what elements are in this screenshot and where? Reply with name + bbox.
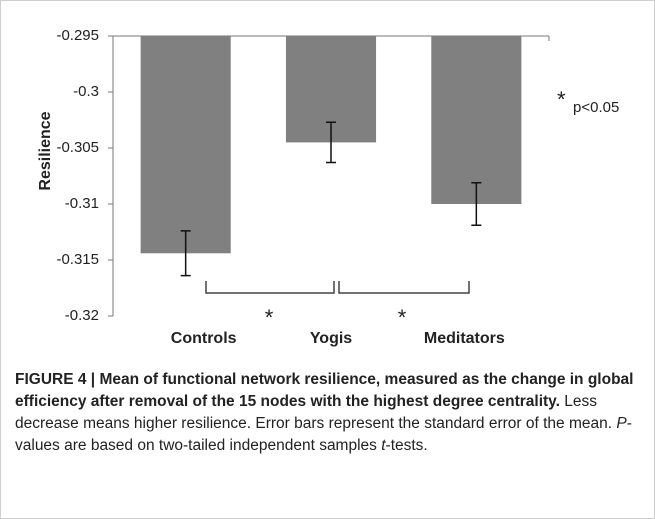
- bar: [140, 36, 231, 254]
- error-bar: [180, 230, 191, 277]
- bar: [431, 36, 522, 204]
- caption-title: Mean of functional network resilience, m…: [15, 371, 634, 410]
- y-tick-label: -0.31: [65, 195, 99, 212]
- significance-marker: *: [398, 305, 407, 330]
- legend-text: p<0.05: [573, 99, 619, 116]
- y-tick-label: -0.305: [56, 139, 99, 156]
- chart: Resilience * p<0.05 * * -0.295 -0.3 -0.305…: [37, 27, 619, 347]
- y-tick-label: -0.295: [56, 27, 99, 44]
- error-bar: [471, 181, 482, 227]
- x-tick-label: Yogis: [310, 330, 352, 347]
- x-tick-label: Controls: [171, 330, 237, 347]
- significance-bracket: [205, 281, 470, 294]
- caption-text: Less decrease means higher resilience. E…: [15, 393, 613, 432]
- y-axis-title: Resilience: [37, 111, 54, 190]
- y-tick-label: -0.3: [73, 83, 99, 100]
- significance-marker: *: [265, 305, 274, 330]
- y-tick-label: -0.315: [56, 251, 99, 268]
- caption-label: FIGURE 4 |: [15, 371, 96, 388]
- caption: FIGURE 4 | Mean of functional network re…: [15, 369, 640, 457]
- caption-text: -tests.: [385, 437, 428, 454]
- caption-text: P: [616, 415, 627, 432]
- x-tick-label: Meditators: [424, 330, 505, 347]
- legend-symbol: *: [557, 87, 566, 112]
- error-bar: [326, 121, 336, 164]
- y-tick-label: -0.32: [65, 307, 99, 324]
- caption-text: -values are based on two-tailed independ…: [15, 415, 632, 454]
- caption-text: t: [381, 437, 386, 454]
